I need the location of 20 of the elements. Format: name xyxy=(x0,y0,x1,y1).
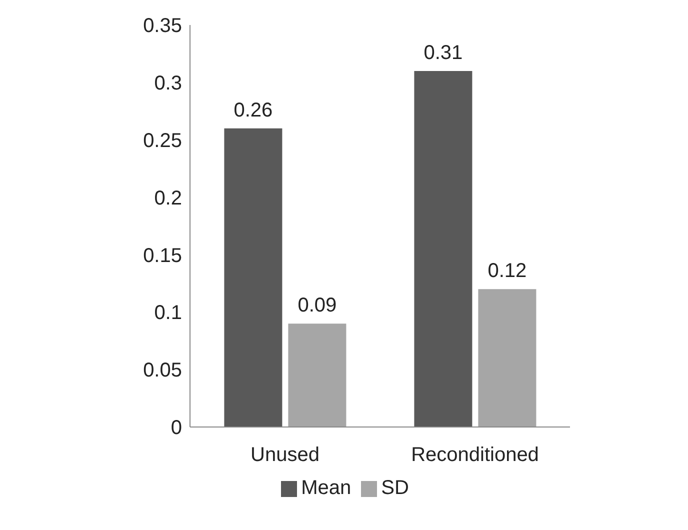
data-label: 0.26 xyxy=(234,99,273,122)
legend-label: SD xyxy=(381,477,409,499)
bar xyxy=(478,289,536,427)
y-tick-label: 0.05 xyxy=(143,360,182,382)
bar xyxy=(414,70,472,427)
y-tick-label: 0.3 xyxy=(154,72,182,95)
legend-label: Mean xyxy=(301,477,352,499)
y-tick-label: 0.25 xyxy=(143,130,182,152)
data-label: 0.31 xyxy=(424,42,463,64)
x-tick-label: Reconditioned xyxy=(411,444,539,466)
y-tick-label: 0.2 xyxy=(154,187,182,210)
y-tick-label: 0.1 xyxy=(154,302,182,324)
bar xyxy=(224,128,282,427)
data-label: 0.12 xyxy=(488,260,527,282)
y-tick-label: 0.15 xyxy=(143,244,182,267)
bar xyxy=(288,324,346,427)
x-tick-label: Unused xyxy=(250,444,320,466)
y-tick-label: 0 xyxy=(170,417,182,440)
y-tick-label: 0.35 xyxy=(143,15,182,38)
data-label: 0.09 xyxy=(298,294,337,317)
